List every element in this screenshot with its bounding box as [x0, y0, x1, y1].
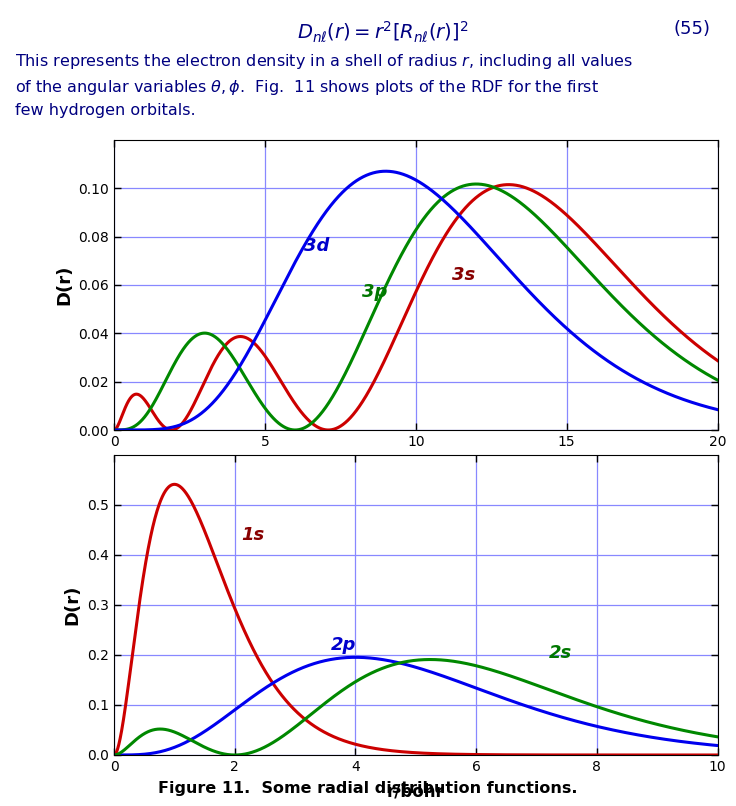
Text: 2s: 2s	[548, 643, 572, 662]
Text: 1s: 1s	[241, 526, 264, 544]
X-axis label: r/bohr: r/bohr	[387, 457, 445, 476]
Text: This represents the electron density in a shell of radius $r$, including all val: This represents the electron density in …	[15, 52, 633, 118]
Y-axis label: D(r): D(r)	[63, 585, 82, 625]
Text: (55): (55)	[673, 20, 710, 38]
Text: 3p: 3p	[361, 283, 387, 301]
Y-axis label: D(r): D(r)	[55, 265, 73, 305]
Text: $D_{n\ell}(r) = r^2[R_{n\ell}(r)]^2$: $D_{n\ell}(r) = r^2[R_{n\ell}(r)]^2$	[297, 20, 468, 45]
Text: 3d: 3d	[304, 237, 330, 256]
X-axis label: r/bohr: r/bohr	[387, 782, 445, 800]
Text: Figure 11.  Some radial distribution functions.: Figure 11. Some radial distribution func…	[158, 781, 578, 796]
Text: 2p: 2p	[331, 636, 357, 654]
Text: 3s: 3s	[452, 266, 475, 285]
